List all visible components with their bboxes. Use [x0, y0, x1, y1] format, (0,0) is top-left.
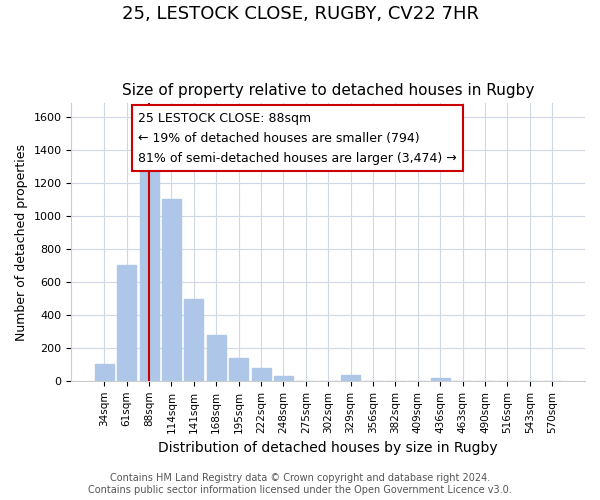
Text: 25, LESTOCK CLOSE, RUGBY, CV22 7HR: 25, LESTOCK CLOSE, RUGBY, CV22 7HR	[121, 5, 479, 23]
Bar	[431, 378, 449, 381]
Bar	[251, 368, 271, 381]
Y-axis label: Number of detached properties: Number of detached properties	[15, 144, 28, 340]
Bar	[274, 376, 293, 381]
Bar	[229, 358, 248, 381]
Text: Contains HM Land Registry data © Crown copyright and database right 2024.
Contai: Contains HM Land Registry data © Crown c…	[88, 474, 512, 495]
Bar	[341, 375, 360, 381]
Bar	[184, 299, 203, 381]
Bar	[140, 160, 158, 381]
Bar	[207, 334, 226, 381]
Bar	[95, 364, 114, 381]
X-axis label: Distribution of detached houses by size in Rugby: Distribution of detached houses by size …	[158, 441, 498, 455]
Bar	[117, 265, 136, 381]
Text: 25 LESTOCK CLOSE: 88sqm
← 19% of detached houses are smaller (794)
81% of semi-d: 25 LESTOCK CLOSE: 88sqm ← 19% of detache…	[138, 112, 457, 164]
Title: Size of property relative to detached houses in Rugby: Size of property relative to detached ho…	[122, 83, 535, 98]
Bar	[162, 199, 181, 381]
